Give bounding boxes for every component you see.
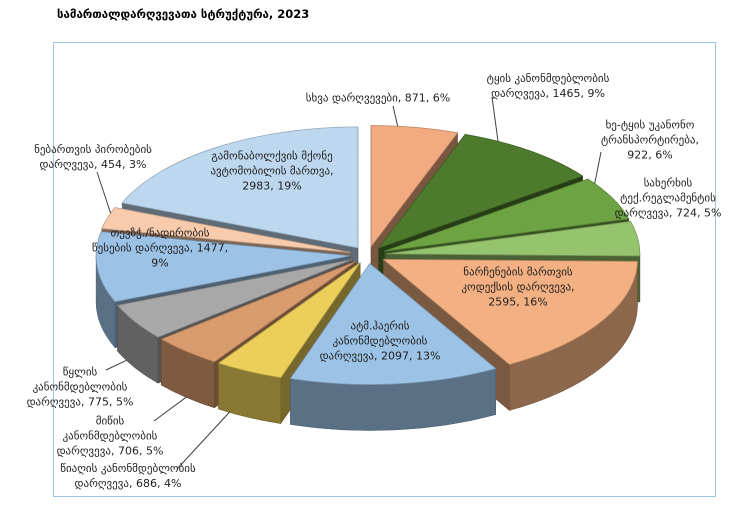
slice-label-line: თევზჭ./ნადირობის (110, 226, 210, 240)
pie-slice (370, 125, 459, 248)
slice-label: გამონაბოლქვის მქონე ავტომობილის მართვა, 29… (210, 149, 333, 194)
leader-line (491, 96, 499, 142)
slice-label: მიწის კანონმდებლობის დარღვევა, 706, 5% (57, 414, 164, 459)
pie-slice (384, 178, 630, 252)
slice-label: წყლის კანონმდებლობის დარღვევა, 775, 5% (27, 365, 134, 410)
pie-slice (121, 126, 359, 249)
slice-label-line: წიაღის კანონმდებლობის (60, 462, 196, 475)
pie-slice (101, 207, 351, 253)
pie-slice (385, 221, 641, 257)
pie-slice (377, 133, 584, 249)
slice-label: ტყის კანონმდებლობის დარღვევა, 1465, 9% (487, 71, 610, 101)
pie-slice (289, 262, 497, 385)
slice-label: ატმ.ჰაერის კანონმდებლობის დარღვევა, 2097, … (320, 319, 441, 364)
slice-label-line: დარღვევა, 454, 3% (39, 158, 147, 171)
slice-label: ხე-ტყის უკანონო ტრანსპორტირება, 922, 6% (601, 118, 699, 163)
slice-label-line: მიწის (95, 414, 125, 428)
slice-label-line: დარღვევა, 724, 5% (614, 206, 722, 220)
slice-label-line: დარღვევა, 1465, 9% (491, 87, 605, 100)
slice-label-line: კანონმდებლობის (32, 380, 128, 394)
pie-slice (217, 262, 361, 379)
leader-line (96, 171, 112, 214)
slice-label-line: სხვა დარღვევები, 871, 6% (305, 91, 451, 105)
leader-line (594, 151, 602, 184)
leader-line (153, 396, 187, 422)
pie-slice (95, 231, 351, 303)
slice-label-line: ატმ.ჰაერის (350, 319, 410, 333)
leader-line (176, 412, 230, 470)
slice-label: თევზჭ./ნადირობის წესების დარღვევა, 1477, 9… (92, 226, 228, 271)
slice-label: სახერხის ტექ.რეგლამენტის დარღვევა, 724, 5% (615, 176, 722, 221)
slice-label-line: ტრანსპორტირება, (600, 133, 700, 147)
slice-label-line: დარღვევა, 2097, 13% (319, 349, 441, 363)
slice-label-line: კანონმდებლობის (62, 429, 158, 443)
slice-label-line: დარღვევა, 706, 5% (56, 444, 164, 458)
slice-label-line: ნარჩენების მართვის (463, 265, 573, 279)
leader-line (392, 105, 399, 127)
pie-slice (382, 258, 638, 365)
slice-label-line: წყლის (62, 365, 98, 379)
slice-label-line: გამონაბოლქვის მქონე (211, 149, 333, 163)
slice-label-line: დარღვევა, 686, 4% (74, 477, 182, 490)
slice-label-line: დარღვევა, 775, 5% (26, 395, 134, 409)
pie-slice (116, 259, 353, 338)
slice-label-line: 922, 6% (627, 148, 673, 162)
slice-label-line: ავტომობილის მართვა, (210, 164, 334, 178)
slice-label: სხვა დარღვევები, 871, 6% (306, 91, 450, 106)
slice-label-line: ტყის კანონმდებლობის (486, 72, 610, 85)
slice-label: ნებართვის პირობების დარღვევა, 454, 3% (34, 142, 152, 172)
slice-label: წიაღის კანონმდებლობის დარღვევა, 686, 4% (60, 461, 195, 491)
pie-slice (160, 261, 357, 363)
slice-label-line: 9% (151, 256, 169, 270)
slice-label: ნარჩენების მართვის კოდექსის დარღვევა, 2595… (461, 265, 574, 310)
slice-label-line: 2983, 19% (242, 179, 302, 193)
slice-label-line: კოდექსის დარღვევა, (461, 280, 575, 294)
slice-label-line: ხე-ტყის უკანონო (605, 118, 695, 132)
slice-label-line: წესების დარღვევა, 1477, (91, 241, 229, 255)
leader-line (105, 359, 127, 371)
slice-label-line: 2595, 16% (488, 295, 548, 309)
slice-label-line: ნებართვის პირობების (34, 143, 152, 156)
slice-label-line: ტექ.რეგლამენტის (620, 191, 716, 205)
slice-label-line: კანონმდებლობის (332, 334, 428, 348)
chart-title: სამართალდარღვევათა სტრუქტურა, 2023 (57, 7, 310, 21)
slice-label-line: სახერხის (643, 176, 693, 190)
